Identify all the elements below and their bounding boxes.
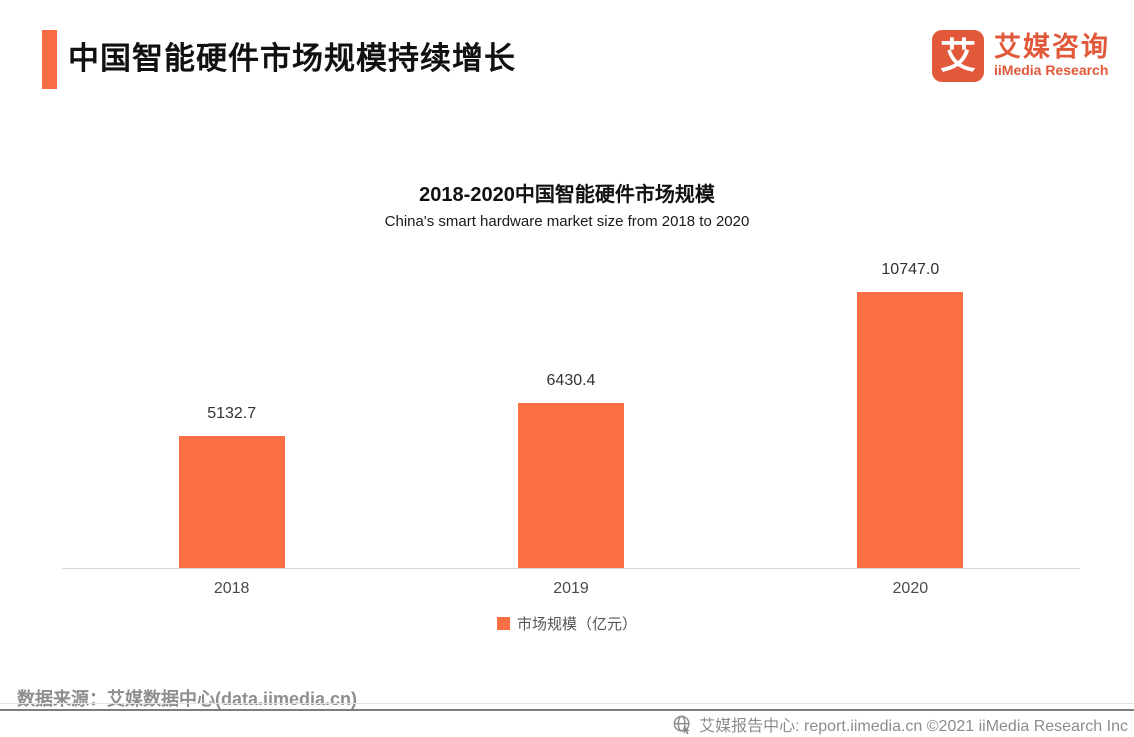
logo-text-block: 艾媒咨询 iiMedia Research [994,33,1110,78]
x-tick-2020: 2020 [892,580,929,597]
bar-2020 [857,292,964,568]
bar-group-2019: 6430.4 [401,250,740,568]
bar-value-label: 5132.7 [207,405,257,422]
footer-divider-light [0,703,1134,704]
bar-chart-plot-area: 5132.7 6430.4 10747.0 [62,250,1080,568]
bar-value-label: 10747.0 [881,261,940,278]
title-accent-bar [42,30,57,89]
chart-legend: 市场规模（亿元） [0,613,1134,634]
bar-group-2020: 10747.0 [741,250,1080,568]
page-title: 中国智能硬件市场规模持续增长 [68,41,516,76]
globe-cursor-icon [672,714,693,735]
x-tick-2019: 2019 [553,580,589,597]
data-source-text: 数据来源：艾媒数据中心(data.iimedia.cn) [17,689,358,709]
footer-divider-dark [0,709,1134,711]
legend-label: 市场规模（亿元） [516,616,637,633]
bar-2018 [178,436,285,568]
iimedia-logo-icon: 艾 [932,30,984,82]
logo-brand-cn: 艾媒咨询 [994,32,1110,63]
bar-value-label: 6430.4 [546,372,596,389]
chart-subtitle: China's smart hardware market size from … [384,213,750,230]
x-tick-2018: 2018 [213,580,250,597]
legend-color-swatch [496,617,510,630]
x-axis-labels: 2018 2019 2020 [62,580,1080,598]
bar-2019 [517,403,624,568]
bar-group-2018: 5132.7 [62,250,401,568]
footer: 艾媒报告中心: report.iimedia.cn ©2021 iiMedia … [672,712,1128,736]
logo-brand-en: iiMedia Research [994,62,1109,79]
footer-text: 艾媒报告中心: report.iimedia.cn ©2021 iiMedia … [699,718,1128,735]
x-axis-line [62,568,1080,569]
iimedia-logo: 艾 艾媒咨询 iiMedia Research [932,30,1110,82]
chart-title: 2018-2020中国智能硬件市场规模 [419,184,715,206]
